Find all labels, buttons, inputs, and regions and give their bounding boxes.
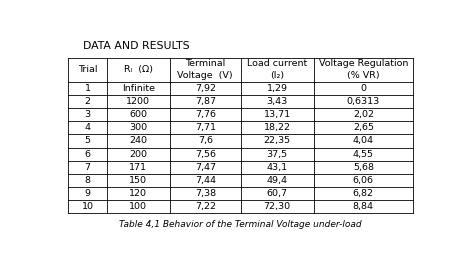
Text: 37,5: 37,5 <box>266 149 288 159</box>
Text: 3: 3 <box>84 110 90 119</box>
Text: 2: 2 <box>84 97 90 106</box>
Text: DATA AND RESULTS: DATA AND RESULTS <box>83 41 189 51</box>
Text: 300: 300 <box>129 123 148 132</box>
Text: Rₗ  (Ω): Rₗ (Ω) <box>124 65 153 74</box>
Text: 8: 8 <box>84 176 90 185</box>
Text: 5,68: 5,68 <box>353 163 374 172</box>
Text: 7,38: 7,38 <box>195 189 216 198</box>
Text: 150: 150 <box>129 176 147 185</box>
Text: 60,7: 60,7 <box>266 189 288 198</box>
Text: 171: 171 <box>129 163 147 172</box>
Text: Infinite: Infinite <box>122 84 155 93</box>
Text: 13,71: 13,71 <box>264 110 291 119</box>
Text: 49,4: 49,4 <box>266 176 288 185</box>
Text: 120: 120 <box>129 189 147 198</box>
Text: 7,76: 7,76 <box>195 110 216 119</box>
Text: 1: 1 <box>84 84 90 93</box>
Text: 7,6: 7,6 <box>198 136 213 146</box>
Text: 7,22: 7,22 <box>195 202 216 211</box>
Text: 7,87: 7,87 <box>195 97 216 106</box>
Text: 3,43: 3,43 <box>266 97 288 106</box>
Text: 6,82: 6,82 <box>353 189 374 198</box>
Text: 600: 600 <box>129 110 147 119</box>
Text: 5: 5 <box>84 136 90 146</box>
Text: 4,04: 4,04 <box>353 136 374 146</box>
Text: 10: 10 <box>82 202 94 211</box>
Text: 100: 100 <box>129 202 147 211</box>
Text: 240: 240 <box>129 136 147 146</box>
Text: 72,30: 72,30 <box>264 202 291 211</box>
Text: 43,1: 43,1 <box>266 163 288 172</box>
Text: 200: 200 <box>129 149 147 159</box>
Text: 7,92: 7,92 <box>195 84 216 93</box>
Text: 22,35: 22,35 <box>264 136 291 146</box>
Text: 7,47: 7,47 <box>195 163 216 172</box>
Text: 4: 4 <box>84 123 90 132</box>
Text: 2,02: 2,02 <box>353 110 374 119</box>
Text: Terminal
Voltage  (V): Terminal Voltage (V) <box>177 59 233 80</box>
Text: 9: 9 <box>84 189 90 198</box>
Text: 0,6313: 0,6313 <box>347 97 380 106</box>
Text: 4,55: 4,55 <box>353 149 374 159</box>
Text: Trial: Trial <box>78 65 97 74</box>
Text: 6,06: 6,06 <box>353 176 374 185</box>
Text: 1200: 1200 <box>126 97 150 106</box>
Text: 1,29: 1,29 <box>266 84 288 93</box>
Text: 0: 0 <box>361 84 366 93</box>
Text: 2,65: 2,65 <box>353 123 374 132</box>
Text: 18,22: 18,22 <box>264 123 290 132</box>
Text: Table 4,1 Behavior of the Terminal Voltage under-load: Table 4,1 Behavior of the Terminal Volta… <box>119 220 362 229</box>
Text: 6: 6 <box>84 149 90 159</box>
Text: Load current
(I₂): Load current (I₂) <box>247 59 307 80</box>
Text: 7,71: 7,71 <box>195 123 216 132</box>
Text: 7,56: 7,56 <box>195 149 216 159</box>
Text: Voltage Regulation
(% VR): Voltage Regulation (% VR) <box>319 59 408 80</box>
Text: 7,44: 7,44 <box>195 176 216 185</box>
Text: 8,84: 8,84 <box>353 202 374 211</box>
Text: 7: 7 <box>84 163 90 172</box>
